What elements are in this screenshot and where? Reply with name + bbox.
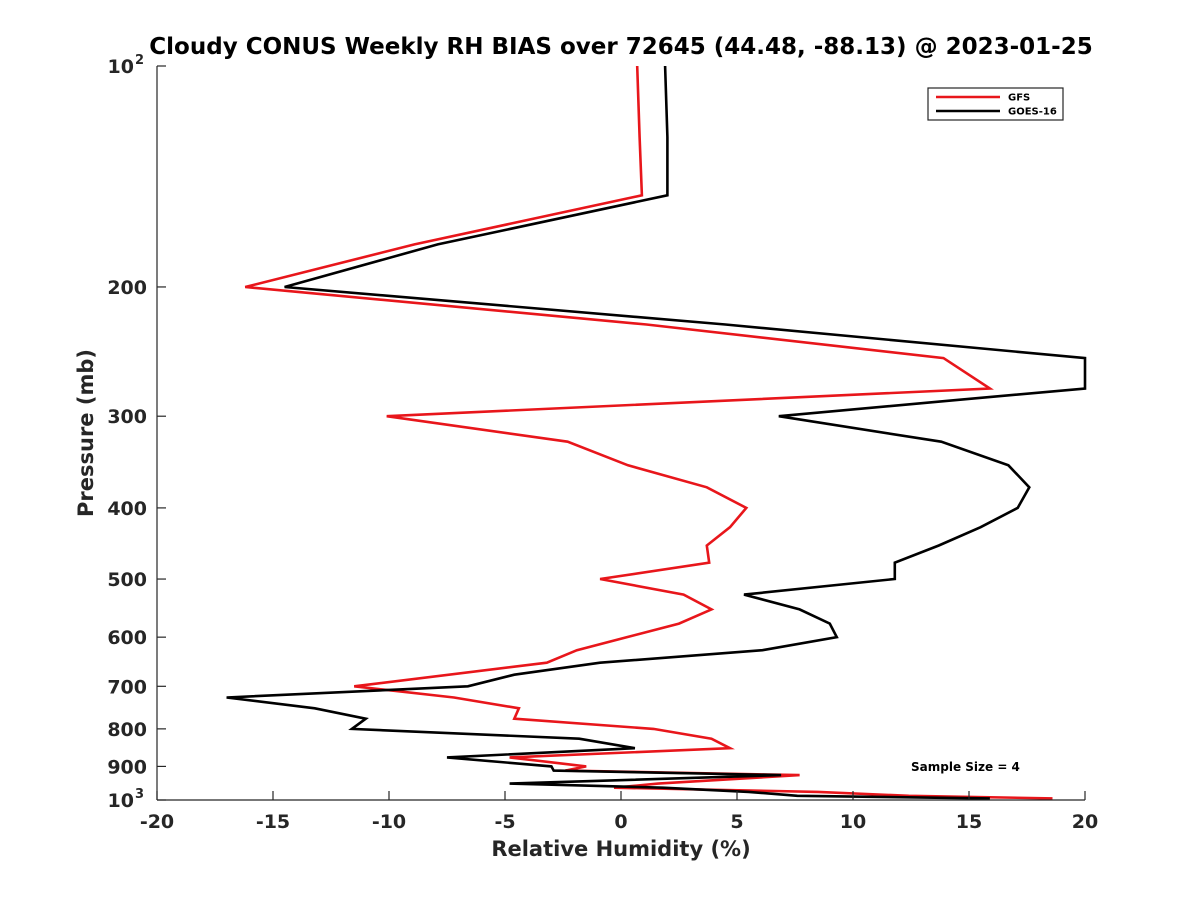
y-tick-label: 500	[107, 569, 147, 591]
y-tick-exponent: 3	[135, 787, 144, 802]
y-tick-label: 700	[107, 676, 147, 698]
y-tick-exponent: 2	[135, 53, 144, 68]
x-axis-label: Relative Humidity (%)	[491, 837, 750, 861]
legend: GFS GOES-16	[927, 87, 1064, 121]
y-tick-label: 10	[108, 56, 134, 78]
y-tick-label: 200	[107, 277, 147, 299]
chart-title: Cloudy CONUS Weekly RH BIAS over 72645 (…	[149, 34, 1092, 60]
x-tick-label: 15	[956, 811, 982, 833]
x-tick-label: -10	[372, 811, 406, 833]
y-tick-label: 900	[107, 756, 147, 778]
y-tick-label: 300	[107, 406, 147, 428]
axes	[156, 66, 1085, 801]
x-tick-label: -20	[140, 811, 174, 833]
y-tick-label: 400	[107, 498, 147, 520]
series-line-gfs	[244, 65, 1053, 800]
legend-label: GFS	[1008, 93, 1030, 104]
y-tick-label: 600	[107, 627, 147, 649]
x-tick-label: 5	[730, 811, 743, 833]
y-axis-label: Pressure (mb)	[74, 349, 98, 517]
x-tick-label: 0	[614, 811, 627, 833]
plot-area	[226, 65, 1087, 800]
legend-box	[927, 87, 1064, 121]
legend-label: GOES-16	[1008, 107, 1057, 118]
x-tick-label: 10	[840, 811, 866, 833]
x-tick-label: -15	[256, 811, 290, 833]
series-line-goes16	[226, 65, 1087, 800]
y-tick-label: 800	[107, 719, 147, 741]
x-tick-label: 20	[1072, 811, 1098, 833]
y-tick-label: 10	[108, 790, 134, 812]
x-axis-ticks: -20 -15 -10 -5 0 5 10 15 20	[140, 791, 1098, 833]
sample-size-annotation: Sample Size = 4	[911, 760, 1020, 774]
x-tick-label: -5	[494, 811, 515, 833]
